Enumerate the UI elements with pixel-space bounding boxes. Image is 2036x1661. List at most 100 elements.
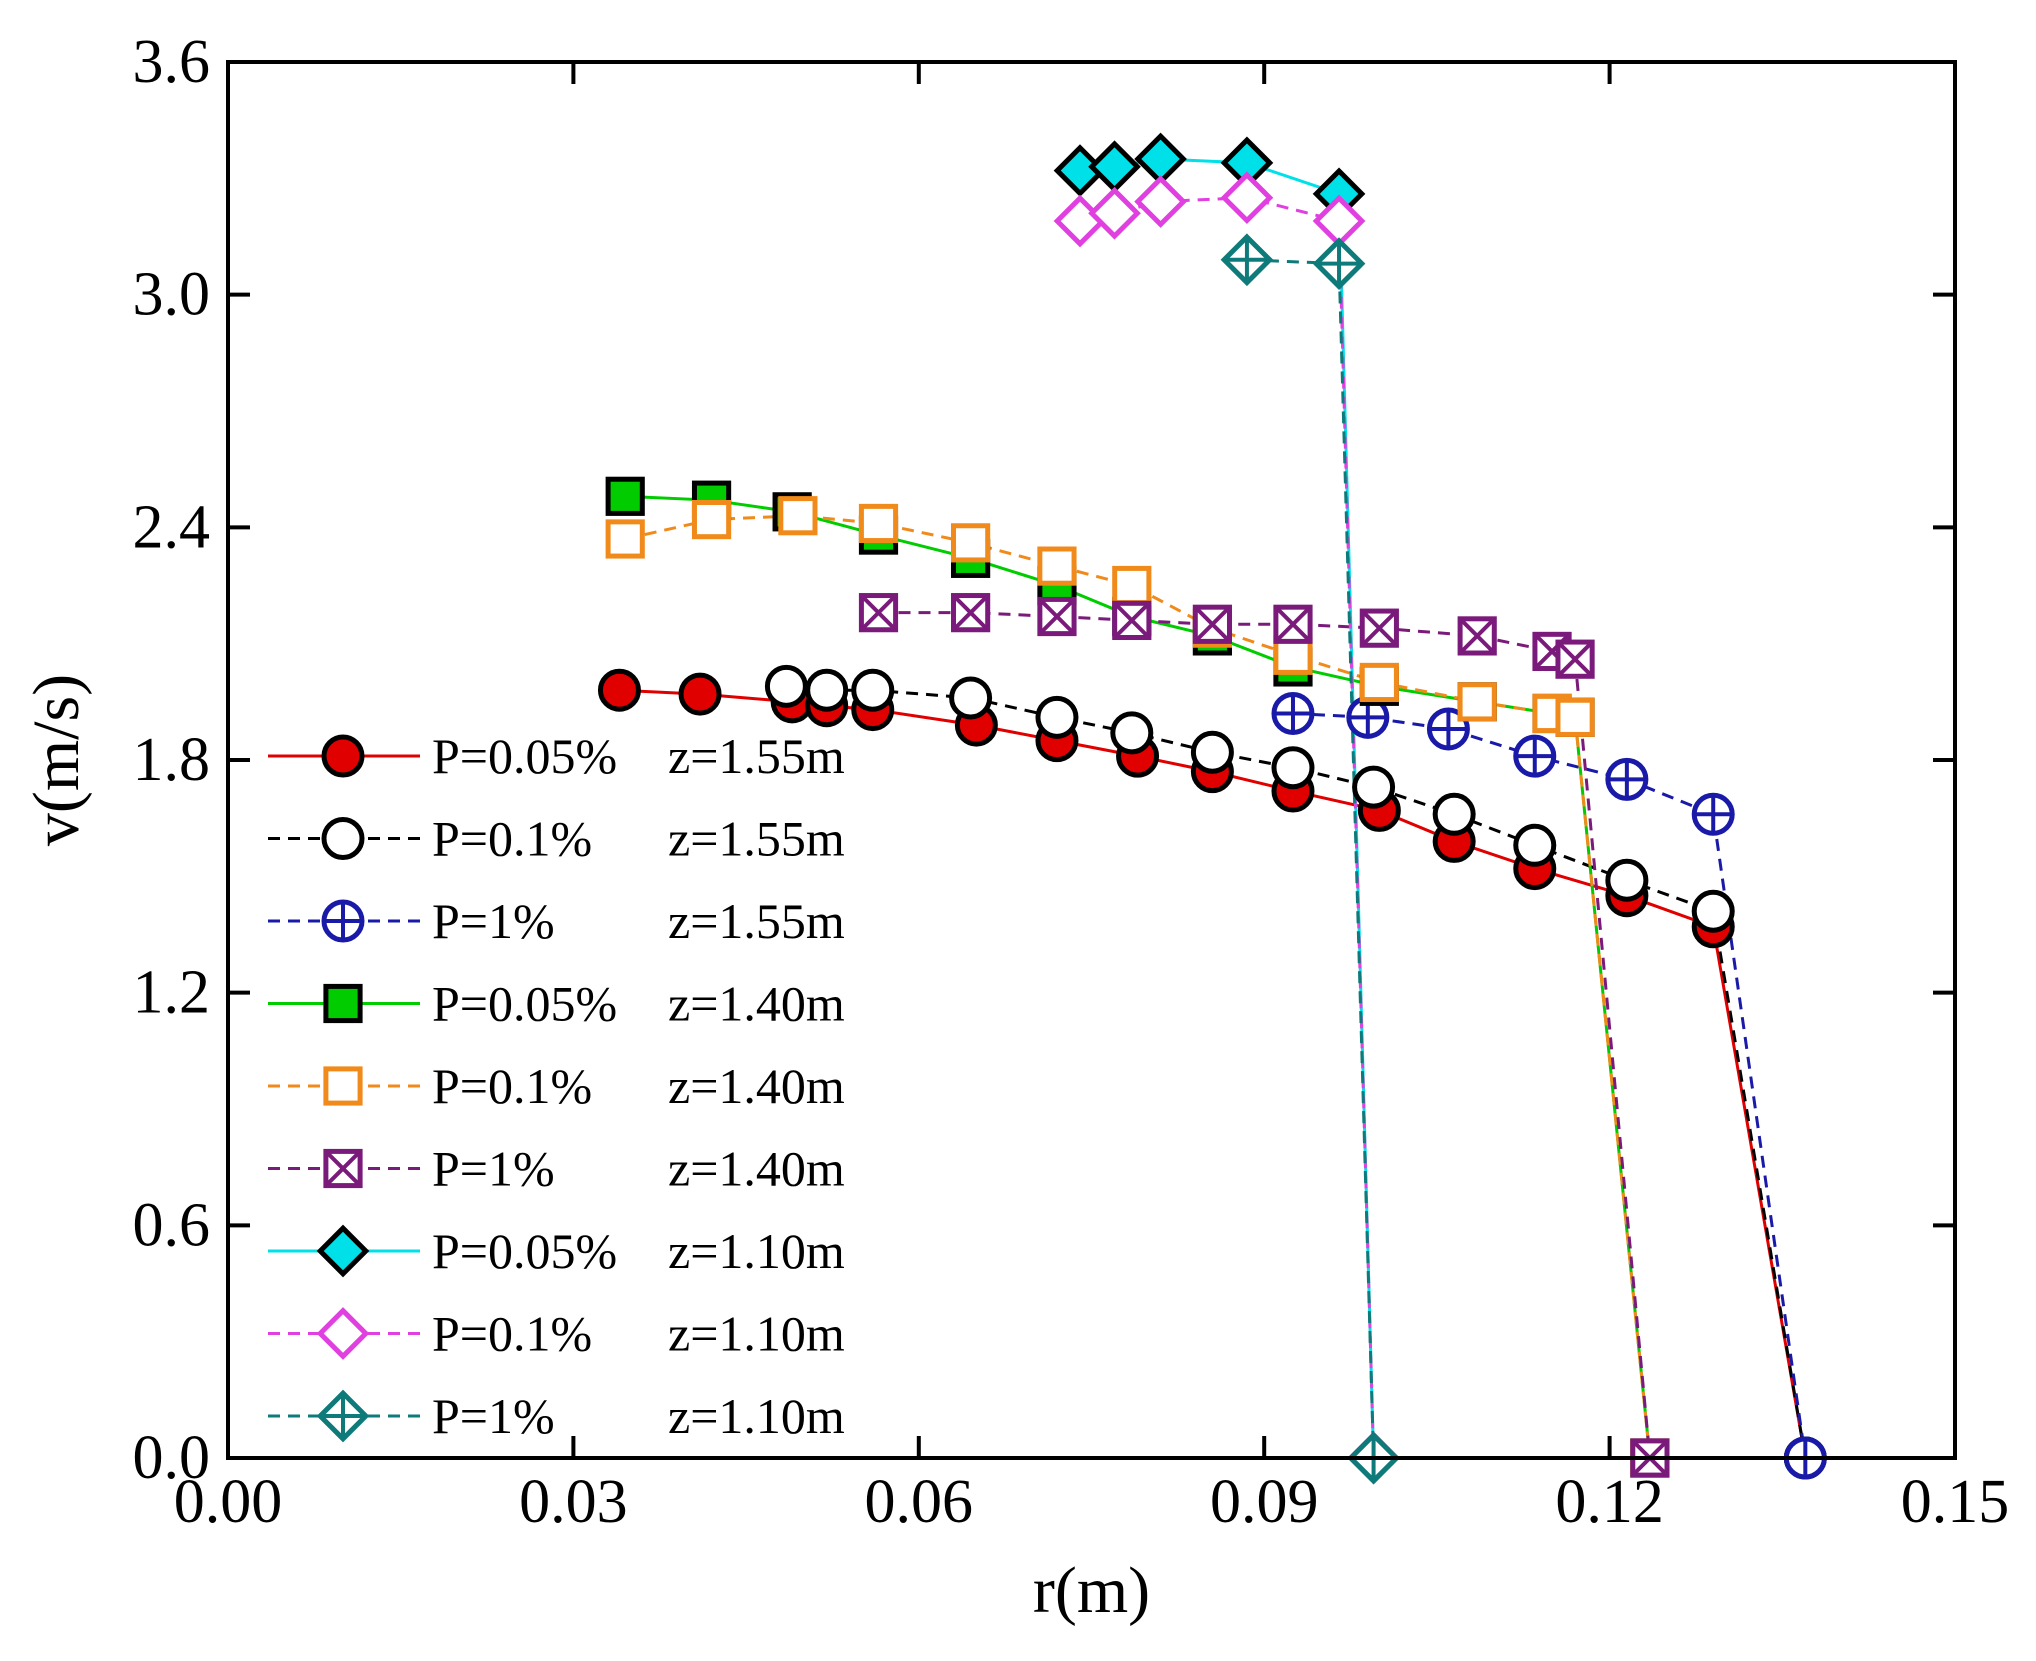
data-point-s4-12: [1555, 697, 1595, 737]
legend-marker-0: [321, 734, 365, 778]
data-point-s0-1: [678, 672, 722, 716]
x-tick-label-2: 0.06: [865, 1468, 974, 1536]
data-point-s7-2: [1134, 175, 1187, 228]
y-axis-label: v(m/s): [20, 674, 93, 846]
legend-marker-8: [316, 1389, 370, 1443]
legend-z-label-5: z=1.40m: [668, 1141, 845, 1197]
legend-label-0: P=0.05%: [432, 728, 617, 784]
data-point-s5-5: [1273, 604, 1313, 644]
x-axis-label: r(m): [1033, 1554, 1150, 1627]
legend-label-8: P=1%: [432, 1388, 555, 1444]
legend-entry-6: P=0.05% z=1.10m: [268, 1223, 845, 1279]
legend-entry-0: P=0.05% z=1.55m: [268, 728, 845, 784]
data-point-s4-5: [1037, 546, 1077, 586]
y-tick-label-6: 3.6: [133, 28, 211, 96]
legend-label-3: P=0.05%: [432, 976, 617, 1032]
data-point-s2-0: [1271, 691, 1315, 735]
legend-marker-5: [323, 1148, 363, 1189]
legend-marker-2: [321, 899, 365, 943]
y-tick-label-5: 3.0: [133, 261, 211, 329]
data-point-s1-9: [1432, 792, 1476, 836]
series-line-8: [1246, 258, 1376, 1459]
data-point-s2-4: [1605, 757, 1649, 801]
x-tick-label-3: 0.09: [1210, 1468, 1319, 1536]
legend-label-7: P=0.1%: [432, 1306, 592, 1362]
data-point-s1-12: [1691, 889, 1735, 933]
data-point-s5-3: [1112, 600, 1152, 640]
data-point-s1-2: [851, 668, 895, 712]
data-point-s5-1: [951, 593, 991, 633]
y-tick-label-3: 1.8: [133, 726, 211, 794]
series-layer: [597, 132, 1827, 1485]
legend-z-label-1: z=1.55m: [668, 811, 845, 867]
legend-marker-1: [321, 817, 365, 860]
legend-z-label-4: z=1.40m: [668, 1058, 845, 1114]
legend-marker-3: [323, 983, 363, 1024]
data-point-s5-2: [1037, 596, 1077, 637]
data-point-s5-7: [1457, 616, 1497, 656]
data-point-s4-9: [1359, 662, 1399, 703]
x-tick-label-4: 0.12: [1555, 1468, 1664, 1536]
legend-label-2: P=1%: [432, 893, 555, 949]
data-point-s5-9: [1555, 639, 1595, 679]
data-point-s2-3: [1513, 734, 1557, 778]
legend-entry-4: P=0.1% z=1.40m: [268, 1058, 845, 1114]
legend-z-label-7: z=1.10m: [668, 1306, 845, 1362]
data-point-s1-11: [1605, 858, 1649, 902]
data-point-s3-0: [605, 476, 645, 516]
data-point-s2-5: [1691, 792, 1735, 836]
data-point-s7-1: [1088, 186, 1141, 240]
legend-entry-1: P=0.1% z=1.55m: [268, 811, 845, 867]
legend-z-label-2: z=1.55m: [668, 893, 845, 949]
data-point-s4-2: [778, 496, 818, 536]
axes-layer: 0.00 0.03 0.06 0.09 0.12 0.15 0.0 0.6 1.2 1.8 2.4 3…: [133, 28, 2010, 1536]
x-tick-label-1: 0.03: [519, 1468, 628, 1536]
y-tick-label-0: 0.0: [133, 1424, 211, 1492]
data-point-s1-1: [805, 668, 849, 712]
data-point-s5-4: [1192, 604, 1232, 644]
data-point-s4-10: [1457, 682, 1497, 722]
data-point-s4-3: [858, 503, 899, 544]
y-tick-label-4: 2.4: [133, 493, 211, 561]
x-tick-label-0: 0.00: [174, 1468, 283, 1536]
data-point-s4-0: [605, 519, 645, 559]
legend-z-label-6: z=1.10m: [668, 1223, 845, 1279]
legend-marker-7: [316, 1307, 370, 1360]
data-point-s8-0: [1220, 233, 1274, 287]
legend-label-5: P=1%: [432, 1141, 555, 1197]
data-point-s1-8: [1352, 765, 1396, 809]
y-tick-label-1: 0.6: [133, 1191, 211, 1259]
data-point-s7-3: [1220, 171, 1274, 225]
legend-entry-7: P=0.1% z=1.10m: [268, 1306, 845, 1362]
x-tick-label-5: 0.15: [1901, 1468, 2010, 1536]
data-point-s4-6: [1112, 565, 1152, 606]
legend-z-label-0: z=1.55m: [668, 728, 845, 784]
legend-z-label-3: z=1.40m: [668, 976, 845, 1032]
data-point-s1-0: [764, 664, 808, 708]
data-point-s4-1: [691, 499, 732, 540]
legend-entry-8: P=1% z=1.10m: [268, 1388, 845, 1444]
data-point-s1-10: [1513, 823, 1557, 867]
data-point-s1-4: [1035, 695, 1079, 739]
legend-entry-2: P=1% z=1.55m: [268, 893, 845, 949]
legend-marker-4: [323, 1066, 363, 1106]
legend-label-1: P=0.1%: [432, 811, 592, 867]
legend-label-4: P=0.1%: [432, 1058, 592, 1114]
data-point-s8-1: [1312, 237, 1366, 290]
data-point-s5-0: [858, 593, 899, 633]
data-point-s4-4: [951, 523, 991, 563]
data-point-s5-6: [1359, 608, 1399, 648]
data-point-s1-7: [1271, 746, 1315, 790]
data-point-s1-3: [949, 676, 993, 720]
legend-entry-5: P=1% z=1.40m: [268, 1141, 845, 1197]
legend-entry-3: P=0.05% z=1.40m: [268, 976, 845, 1032]
legend-z-label-8: z=1.10m: [668, 1388, 845, 1444]
data-point-s1-5: [1110, 711, 1154, 755]
legend-label-6: P=0.05%: [432, 1223, 617, 1279]
data-point-s0-0: [597, 668, 641, 712]
data-point-s1-6: [1190, 730, 1234, 774]
